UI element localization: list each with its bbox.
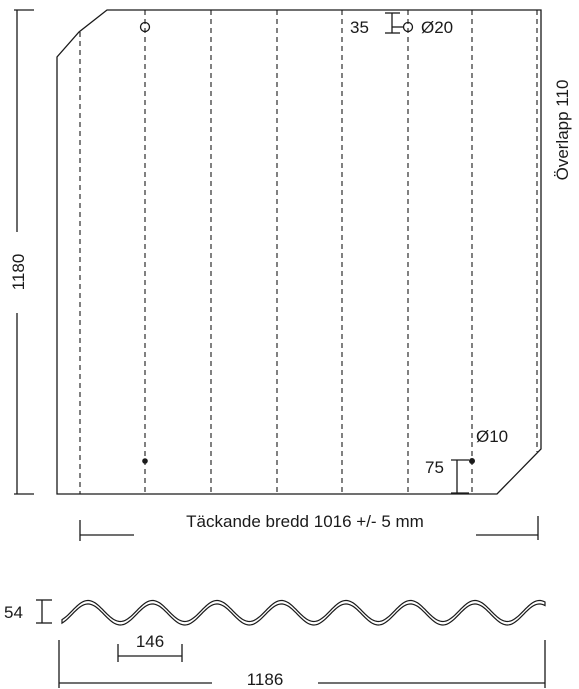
profile-height-dimension: 54 — [4, 599, 52, 624]
top-hole-offset-label: 35 — [350, 18, 369, 37]
pitch-label: 146 — [136, 632, 164, 651]
height-dimension: 1180 — [9, 9, 34, 495]
covering-width-label: Täckande bredd 1016 +/- 5 mm — [186, 512, 424, 531]
bottom-hole-offset-dimension: 75 — [425, 458, 469, 494]
top-hole-offset-dimension: 35 Ø20 — [350, 12, 453, 37]
overlap-label: Överlapp 110 — [553, 80, 572, 181]
bottom-hole-offset-label: 75 — [425, 458, 444, 477]
covering-width-dimension: Täckande bredd 1016 +/- 5 mm — [79, 512, 539, 541]
total-width-dimension: 1186 — [58, 640, 546, 689]
corrugation-lines — [79, 10, 538, 494]
top-hole-diameter-label: Ø20 — [421, 18, 453, 37]
corrugated-profile — [61, 599, 546, 626]
total-width-label: 1186 — [247, 670, 284, 689]
top-hole-left — [139, 21, 151, 33]
sheet-outline — [56, 9, 542, 495]
pitch-dimension: 146 — [117, 632, 183, 662]
bottom-hole-right — [469, 458, 475, 464]
profile-height-label: 54 — [4, 603, 23, 622]
bottom-hole-left — [142, 458, 148, 464]
bottom-hole-diameter-label: Ø10 — [476, 427, 508, 446]
height-label: 1180 — [9, 254, 28, 291]
